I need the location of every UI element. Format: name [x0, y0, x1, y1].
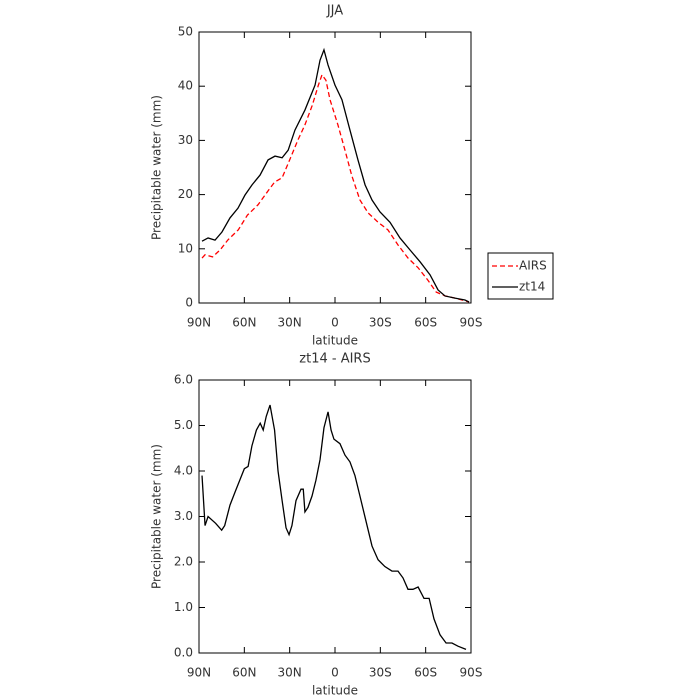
y-tick-label: 3.0: [174, 509, 193, 523]
x-tick-label: 90N: [187, 666, 211, 680]
x-tick-label: 0: [331, 666, 339, 680]
data-line: [201, 73, 470, 303]
y-axis-label: Precipitable water (mm): [150, 444, 164, 589]
y-tick-label: 0: [185, 296, 193, 310]
x-tick-label: 30S: [369, 666, 392, 680]
y-tick-label: 5.0: [174, 418, 193, 432]
x-tick-label: 60S: [414, 666, 437, 680]
x-tick-label: 30N: [278, 666, 302, 680]
x-tick-label: 30S: [369, 316, 392, 330]
x-axis-label: latitude: [312, 684, 358, 698]
x-tick-label: 90S: [460, 666, 483, 680]
plot-frame: [198, 31, 472, 304]
x-tick-label: 90N: [187, 316, 211, 330]
legend-label: zt14: [519, 280, 545, 294]
chart-title: zt14 - AIRS: [299, 352, 370, 367]
y-tick-label: 6.0: [174, 373, 193, 387]
y-axis-label: Precipitable water (mm): [150, 95, 164, 240]
y-tick-label: 50: [178, 25, 193, 39]
y-tick-label: 1.0: [174, 600, 193, 614]
y-tick-label: 4.0: [174, 464, 193, 478]
x-tick-label: 30N: [278, 316, 302, 330]
y-tick-label: 40: [178, 79, 193, 93]
x-tick-label: 0: [331, 316, 339, 330]
y-tick-label: 10: [178, 241, 193, 255]
legend-box: [487, 252, 554, 300]
y-tick-label: 0.0: [174, 646, 193, 660]
x-tick-label: 60N: [232, 316, 256, 330]
data-line: [201, 47, 470, 303]
legend-label: AIRS: [519, 259, 547, 273]
y-tick-label: 20: [178, 187, 193, 201]
x-axis-label: latitude: [312, 334, 358, 348]
data-line: [201, 404, 467, 650]
y-tick-label: 30: [178, 133, 193, 147]
x-tick-label: 60N: [232, 666, 256, 680]
plot-frame: [198, 379, 472, 654]
y-tick-label: 2.0: [174, 555, 193, 569]
x-tick-label: 60S: [414, 316, 437, 330]
chart-title: JJA: [326, 4, 343, 19]
x-tick-label: 90S: [460, 316, 483, 330]
